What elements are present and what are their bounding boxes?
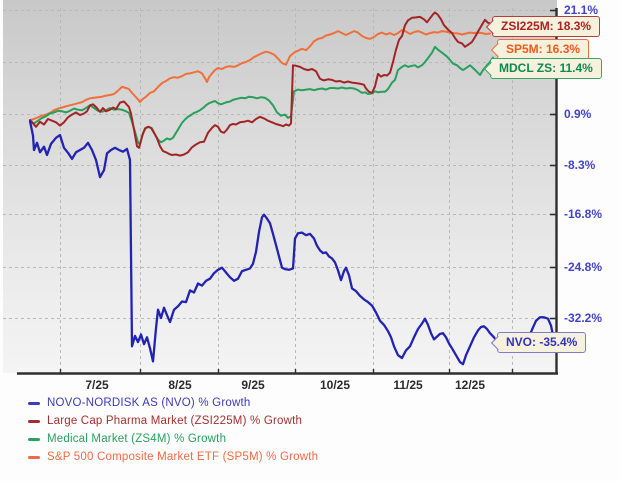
series-line-zs4m (29, 45, 494, 146)
legend-label: Medical Market (ZS4M) % Growth (47, 433, 227, 445)
series-line-nvo (28, 120, 556, 366)
y-tick-label: -16.8% (564, 207, 603, 221)
legend-item-zs4m: Medical Market (ZS4M) % Growth (28, 430, 318, 448)
x-tick-label: 7/25 (85, 378, 109, 392)
x-tick-label: 8/25 (168, 378, 192, 392)
y-tick-label: 0.9% (564, 107, 592, 121)
legend-dash-icon (28, 455, 40, 459)
legend: NOVO-NORDISK AS (NVO) % Growth Large Cap … (28, 394, 318, 466)
series-line-zsi225m (29, 11, 492, 157)
legend-item-zsi225m: Large Cap Pharma Market (ZSI225M) % Grow… (28, 412, 318, 430)
y-tick-label: -8.3% (564, 158, 596, 172)
end-tag-zs4m: MDCL ZS: 11.4% (483, 58, 602, 79)
legend-label: NOVO-NORDISK AS (NVO) % Growth (47, 397, 251, 409)
y-tick-label: 21.1% (564, 3, 599, 17)
end-tag-zsi225m: ZSI225M: 18.3% (485, 16, 601, 37)
y-tick-label: -24.8% (564, 260, 603, 274)
legend-item-nvo: NOVO-NORDISK AS (NVO) % Growth (28, 394, 318, 412)
legend-dash-icon (28, 437, 40, 441)
y-tick-label: -32.2% (564, 311, 603, 325)
x-tick-label: 9/25 (241, 378, 265, 392)
x-tick-label: 11/25 (393, 378, 423, 392)
legend-dash-icon (28, 401, 40, 405)
legend-dash-icon (28, 419, 40, 423)
legend-label: Large Cap Pharma Market (ZSI225M) % Grow… (47, 415, 303, 427)
legend-label: S&P 500 Composite Market ETF (SP5M) % Gr… (47, 451, 319, 463)
end-tag-sp5m: SP5M: 16.3% (490, 39, 590, 60)
x-tick-label: 12/25 (454, 378, 486, 392)
x-tick-label: 10/25 (319, 378, 351, 392)
end-tag-nvo: NVO: -35.4% (490, 332, 587, 353)
series-line-sp5m (29, 29, 491, 122)
legend-item-sp5m: S&P 500 Composite Market ETF (SP5M) % Gr… (28, 448, 318, 466)
